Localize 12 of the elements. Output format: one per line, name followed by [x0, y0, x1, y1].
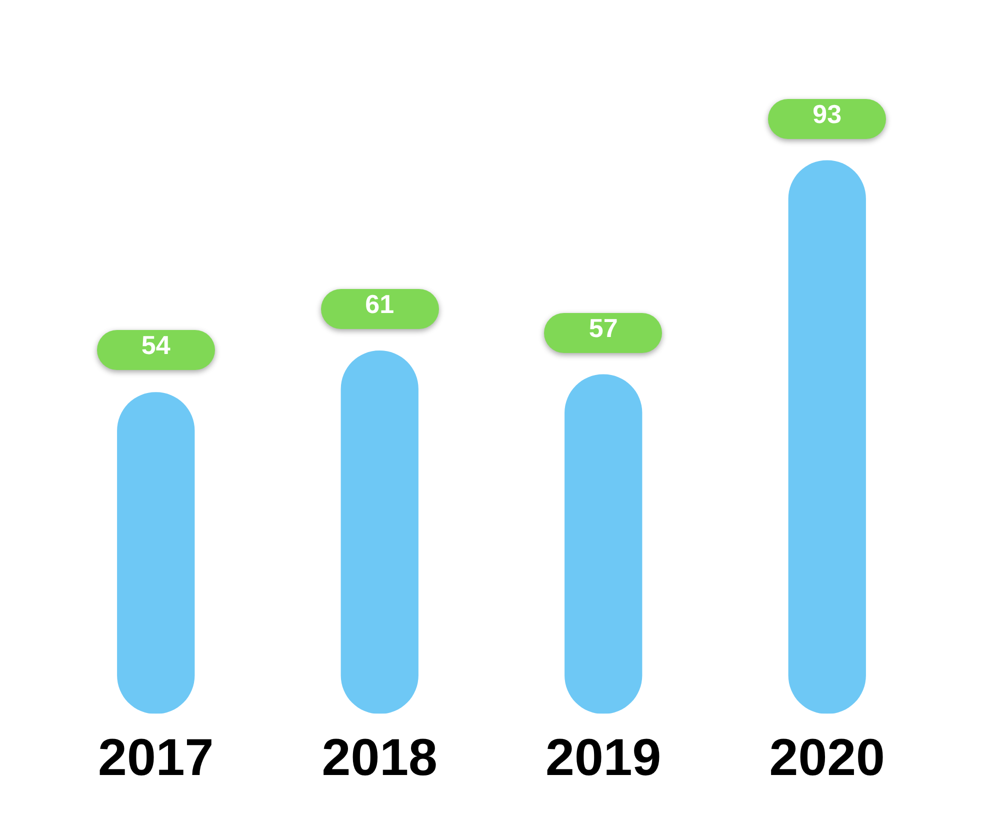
bar [788, 160, 866, 714]
data-label: 93 [812, 98, 843, 130]
bar [117, 392, 195, 714]
data-label: 54 [140, 330, 172, 362]
x-tick-label: 2018 [322, 729, 438, 788]
bar [340, 350, 418, 714]
x-tick-label: 2019 [546, 729, 662, 788]
x-tick-label: 2017 [98, 729, 214, 788]
bar [564, 374, 642, 714]
data-label: 57 [588, 312, 619, 344]
data-label: 61 [364, 288, 396, 320]
x-tick-label: 2020 [769, 729, 885, 788]
